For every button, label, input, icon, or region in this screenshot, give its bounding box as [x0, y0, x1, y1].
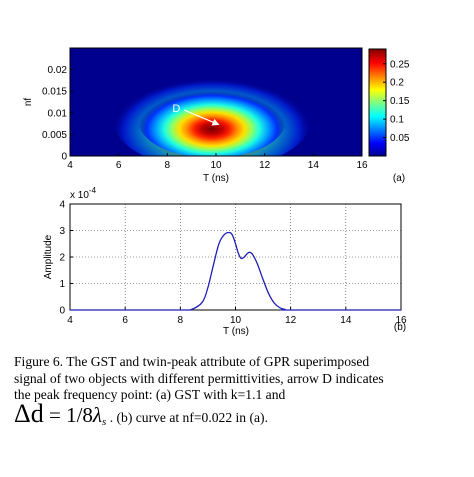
- line-grid: [70, 204, 401, 310]
- amplitude-curve: [70, 231, 401, 311]
- figure-caption: Figure 6. The GST and twin-peak attribut…: [14, 354, 448, 430]
- panel-b-label: (b): [394, 322, 406, 333]
- line-xtick-label: 16: [395, 315, 407, 326]
- line-ytick-label: 0: [59, 306, 65, 317]
- caption-line-4: Δd = 1/8λs . (b) curve at nf=0.022 in (a…: [14, 400, 448, 431]
- formula-lambda: λ: [92, 402, 103, 427]
- arrow-d: [184, 109, 220, 126]
- caption-tail: . (b) curve at nf=0.022 in (a).: [106, 409, 268, 425]
- line-xtick-label: 6: [122, 315, 128, 326]
- line-ytick-label: 2: [59, 253, 65, 264]
- heatmap-xtick-label: 14: [308, 160, 320, 171]
- line-ytick-label: 3: [59, 226, 65, 237]
- line-xtick-label: 12: [285, 315, 297, 326]
- heatmap-ytick-label: 0.015: [42, 87, 67, 98]
- colorbar: [368, 48, 387, 157]
- caption-line-2: signal of two objects with different per…: [14, 370, 384, 386]
- line-ytick-label: 1: [59, 279, 65, 290]
- heatmap-xtick-label: 6: [116, 160, 122, 171]
- colorbar-tick-label: 0.25: [390, 59, 410, 70]
- y-exponent-base: x 10: [70, 190, 89, 201]
- line-xtick-label: 14: [340, 315, 352, 326]
- colorbar-tick-label: 0.2: [390, 78, 404, 89]
- heatmap-ylabel: nf: [23, 98, 34, 107]
- line-xtick-label: 8: [178, 315, 184, 326]
- heatmap-ytick-label: 0.005: [42, 130, 67, 141]
- heatmap-ytick-label: 0.01: [48, 108, 68, 119]
- formula-equals: = 1/8: [43, 402, 93, 427]
- caption-line-3: the peak frequency point: (a) GST with k…: [14, 387, 286, 402]
- heatmap-xtick-label: 16: [356, 160, 368, 171]
- heatmap-xlabel: T (ns): [203, 173, 229, 184]
- heatmap-ytick-label: 0.02: [48, 65, 68, 76]
- line-xtick-label: 10: [230, 315, 242, 326]
- caption-line-1: Figure 6. The GST and twin-peak attribut…: [14, 354, 370, 369]
- line-xtick-label: 4: [67, 315, 73, 326]
- heatmap-xtick-label: 10: [210, 160, 222, 171]
- heatmap-peak-blob: [138, 82, 286, 156]
- heatmap-axes: 4 6 8 10 12 14 16 0 0.005 0.01 0.015 0.02: [42, 65, 368, 171]
- line-ylabel: Amplitude: [43, 234, 54, 279]
- panel-a-label: (a): [393, 173, 405, 184]
- formula-subscript: s: [102, 415, 107, 428]
- heatmap-xtick-label: 4: [67, 160, 73, 171]
- formula-delta-d: Δd: [14, 398, 44, 428]
- heatmap-xtick-label: 12: [259, 160, 271, 171]
- colorbar-tick-label: 0.1: [390, 115, 404, 126]
- colorbar-tick-label: 0.05: [390, 133, 410, 144]
- arrow-d-label: D: [172, 103, 180, 115]
- line-ytick-label: 4: [59, 200, 65, 211]
- heatmap-xtick-label: 8: [165, 160, 171, 171]
- line-xlabel: T (ns): [223, 326, 249, 337]
- colorbar-ticks: 0.25 0.2 0.15 0.1 0.05: [383, 59, 410, 144]
- y-exponent-power: -4: [89, 186, 97, 195]
- y-exponent-label: x 10-4: [70, 186, 97, 201]
- heatmap-ytick-label: 0: [61, 152, 67, 163]
- colorbar-tick-label: 0.15: [390, 96, 410, 107]
